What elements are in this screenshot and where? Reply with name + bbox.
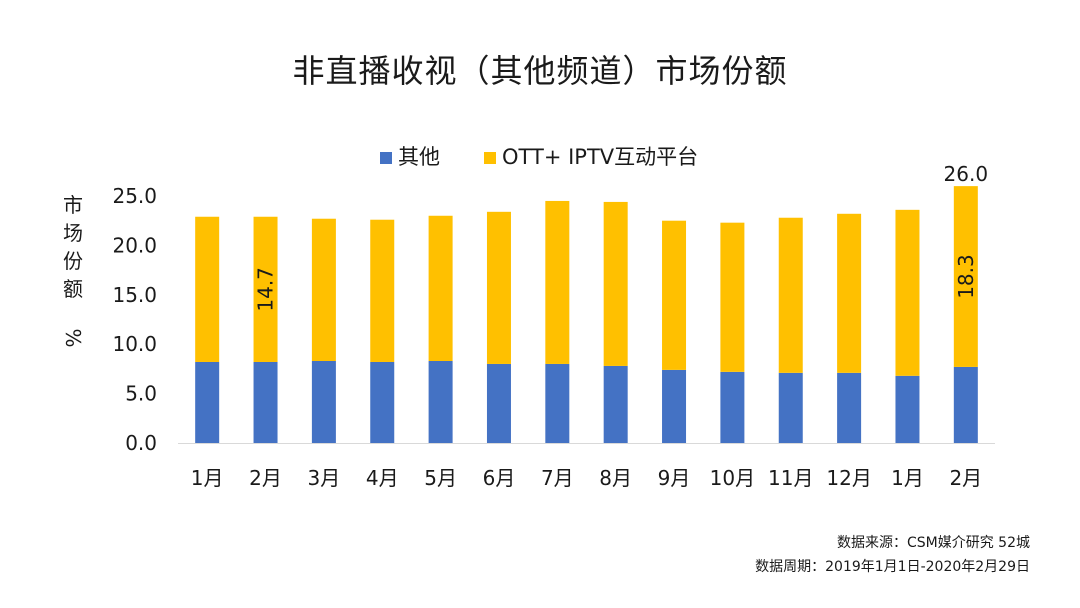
- x-axis-ticks: 1月 2月 3月 4月 5月 6月 7月 8月 9月 10月 11月 12月 1月 2月: [191, 466, 982, 490]
- legend-swatch: [380, 152, 392, 164]
- x-tick-label: 1月: [191, 466, 224, 490]
- x-tick-label: 12月: [826, 466, 871, 490]
- y-axis-ticks: 0.0 5.0 10.0 15.0 20.0 25.0: [112, 184, 157, 455]
- bars: [195, 186, 978, 443]
- x-tick-label: 7月: [541, 466, 574, 490]
- bar-segment-ott-iptv: [603, 201, 628, 366]
- data-label-segment: 18.3: [954, 254, 978, 299]
- bar-segment-other: [953, 366, 978, 443]
- bar-segment-ott-iptv: [662, 220, 687, 370]
- bar-segment-other: [603, 365, 628, 443]
- y-tick-label: 15.0: [112, 283, 157, 307]
- bar-segment-ott-iptv: [778, 217, 803, 373]
- bar-segment-ott-iptv: [953, 186, 978, 367]
- bar-segment-ott-iptv: [195, 216, 220, 362]
- bar-segment-other: [428, 360, 453, 443]
- x-tick-label: 4月: [366, 466, 399, 490]
- bar-segment-ott-iptv: [428, 215, 453, 361]
- bar-segment-other: [837, 372, 862, 443]
- bar-segment-other: [486, 363, 511, 443]
- x-tick-label: 5月: [424, 466, 457, 490]
- x-tick-label: 8月: [599, 466, 632, 490]
- data-labels: 14.7 18.3 26.0: [254, 162, 989, 312]
- x-tick-label: 11月: [768, 466, 813, 490]
- bar-segment-other: [895, 375, 920, 443]
- bar-segment-ott-iptv: [720, 222, 745, 372]
- x-tick-label: 2月: [249, 466, 282, 490]
- y-tick-label: 5.0: [125, 382, 157, 406]
- y-axis-label-char: 份: [63, 249, 83, 273]
- chart-title: 非直播收视（其他频道）市场份额: [292, 52, 788, 90]
- bar-segment-other: [720, 371, 745, 443]
- data-label-total: 26.0: [944, 162, 989, 186]
- y-axis-label-char: 场: [63, 221, 83, 245]
- bar-segment-other: [778, 372, 803, 443]
- bar-segment-ott-iptv: [837, 213, 862, 373]
- y-tick-label: 20.0: [112, 233, 157, 257]
- bar-segment-ott-iptv: [311, 218, 336, 361]
- data-period-note: 数据周期：2019年1月1日-2020年2月29日: [755, 559, 1030, 575]
- bar-segment-other: [253, 361, 278, 443]
- data-source-note: 数据来源：CSM媒介研究 52城: [836, 535, 1030, 551]
- x-tick-label: 1月: [891, 466, 924, 490]
- y-tick-label: 10.0: [112, 332, 157, 356]
- y-axis-label-char: 市: [63, 193, 83, 217]
- x-tick-label: 9月: [658, 466, 691, 490]
- y-axis-label-char: 额: [63, 277, 83, 301]
- bar-segment-ott-iptv: [253, 216, 278, 362]
- bar-segment-ott-iptv: [545, 200, 570, 364]
- bar-segment-ott-iptv: [486, 211, 511, 364]
- x-tick-label: 10月: [710, 466, 755, 490]
- data-label-segment: 14.7: [254, 267, 278, 312]
- bar-segment-other: [195, 361, 220, 443]
- x-tick-label: 2月: [949, 466, 982, 490]
- y-axis-label: 市场份额%: [61, 193, 85, 348]
- legend-swatch: [484, 152, 496, 164]
- bar-segment-ott-iptv: [370, 219, 395, 362]
- bar-segment-other: [545, 363, 570, 443]
- y-axis-label-char: %: [61, 328, 85, 347]
- x-tick-label: 3月: [308, 466, 341, 490]
- x-tick-label: 6月: [483, 466, 516, 490]
- bar-segment-other: [662, 369, 687, 443]
- y-tick-label: 25.0: [112, 184, 157, 208]
- bar-segment-other: [370, 361, 395, 443]
- bar-segment-ott-iptv: [895, 209, 920, 376]
- legend-label: OTT+ IPTV互动平台: [502, 145, 698, 169]
- y-tick-label: 0.0: [125, 431, 157, 455]
- bar-segment-other: [311, 360, 336, 443]
- legend-label: 其他: [398, 145, 440, 169]
- legend: 其他 OTT+ IPTV互动平台: [380, 145, 698, 169]
